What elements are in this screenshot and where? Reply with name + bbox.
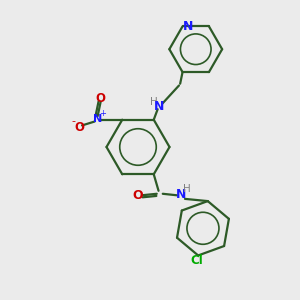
Text: N: N — [183, 20, 193, 33]
Text: O: O — [74, 121, 84, 134]
Text: H: H — [183, 184, 190, 194]
Text: O: O — [96, 92, 106, 105]
Text: Cl: Cl — [190, 254, 203, 267]
Text: O: O — [133, 189, 143, 202]
Text: N: N — [176, 188, 186, 201]
Text: +: + — [99, 109, 106, 118]
Text: -: - — [71, 116, 75, 126]
Text: H: H — [150, 97, 158, 107]
Text: N: N — [93, 113, 102, 124]
Text: N: N — [154, 100, 164, 113]
